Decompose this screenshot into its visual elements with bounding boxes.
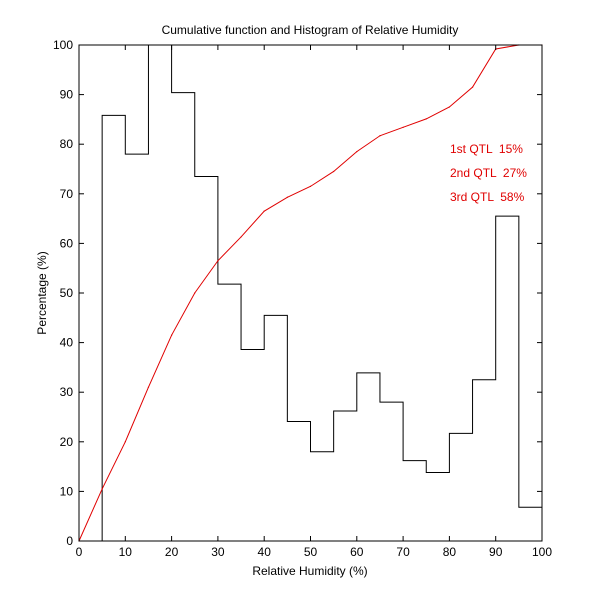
x-tick-label: 20 xyxy=(165,545,179,559)
x-tick-label: 30 xyxy=(211,545,225,559)
cumulative-point xyxy=(263,210,265,212)
x-tick-label: 0 xyxy=(76,545,83,559)
y-tick-label: 60 xyxy=(60,236,74,250)
annotation-1st-quartile: 1st QTL 15% xyxy=(450,142,523,156)
annotation-2nd-quartile: 2nd QTL 27% xyxy=(450,166,527,180)
x-axis-label: Relative Humidity (%) xyxy=(252,564,367,578)
x-tick-label: 50 xyxy=(304,545,318,559)
x-tick-label: 40 xyxy=(258,545,272,559)
cumulative-point xyxy=(194,292,196,294)
cumulative-point xyxy=(309,185,312,187)
y-axis-ticks: 0 10 20 30 40 50 60 70 80 90 100 xyxy=(53,38,542,548)
cumulative-point xyxy=(333,170,335,173)
y-tick-label: 80 xyxy=(60,137,74,151)
cumulative-point xyxy=(217,260,219,262)
x-tick-label: 100 xyxy=(532,545,552,559)
cumulative-point xyxy=(240,236,242,238)
y-tick-label: 0 xyxy=(66,534,73,548)
cumulative-point xyxy=(171,334,173,336)
y-axis-label: Percentage (%) xyxy=(35,251,49,334)
cumulative-point xyxy=(124,441,126,443)
cumulative-point xyxy=(402,126,404,128)
cumulative-point xyxy=(448,106,450,108)
cumulative-point xyxy=(286,196,288,198)
y-tick-label: 30 xyxy=(60,385,74,399)
x-tick-label: 60 xyxy=(350,545,364,559)
x-tick-label: 10 xyxy=(119,545,133,559)
y-tick-label: 20 xyxy=(60,435,74,449)
x-tick-label: 80 xyxy=(443,545,457,559)
cumulative-point xyxy=(471,86,474,88)
cumulative-point xyxy=(425,118,427,120)
chart-title: Cumulative function and Histogram of Rel… xyxy=(162,23,459,37)
x-tick-label: 90 xyxy=(489,545,503,559)
y-tick-label: 90 xyxy=(60,88,74,102)
plot-area xyxy=(79,45,542,541)
cumulative-point xyxy=(101,488,103,490)
y-tick-label: 50 xyxy=(60,286,74,300)
y-tick-label: 100 xyxy=(53,38,73,52)
cumulative-point xyxy=(356,151,358,153)
y-tick-label: 10 xyxy=(60,484,74,498)
x-axis-ticks: 0 10 20 30 40 50 60 70 80 90 100 xyxy=(76,45,552,559)
y-tick-label: 40 xyxy=(60,336,74,350)
annotation-3rd-quartile: 3rd QTL 58% xyxy=(450,190,525,204)
cumulative-point xyxy=(147,386,150,388)
y-tick-label: 70 xyxy=(60,187,74,201)
x-tick-label: 70 xyxy=(396,545,410,559)
cumulative-point xyxy=(379,135,381,137)
